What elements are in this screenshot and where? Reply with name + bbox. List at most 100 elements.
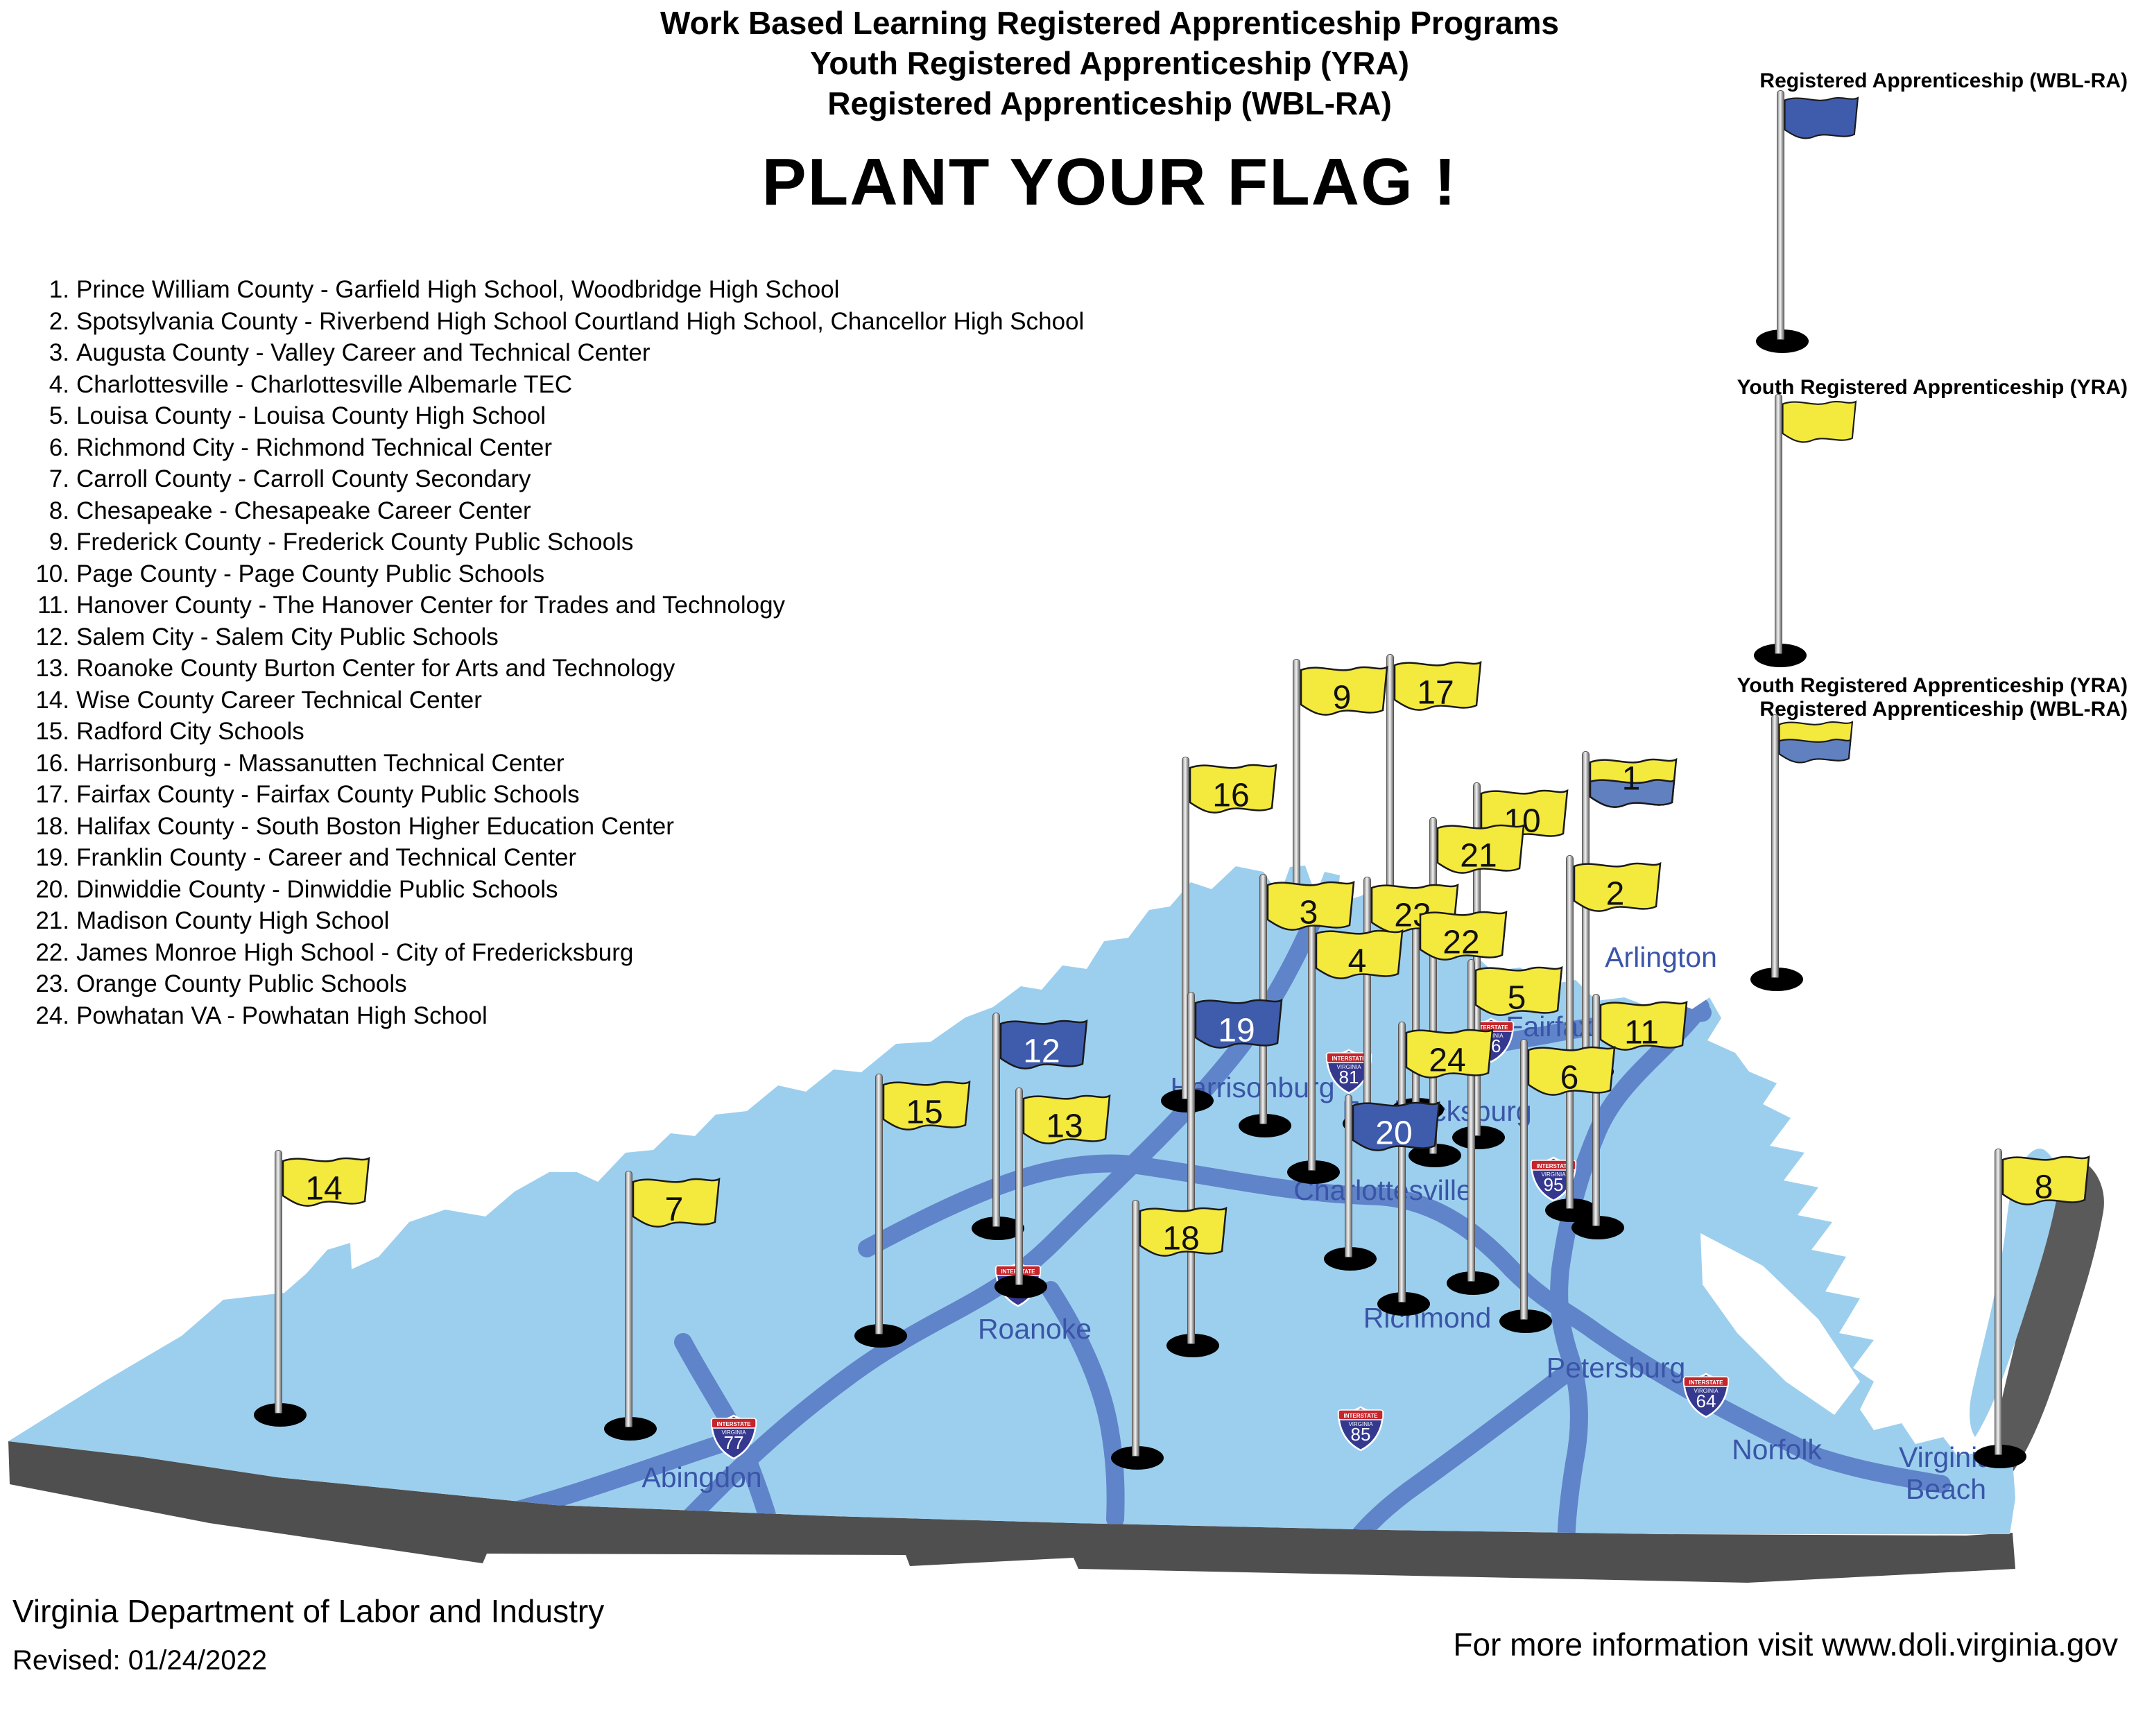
shield-red-band: [711, 1418, 757, 1429]
location-list-item: 9. Frederick County - Frederick County Pu…: [28, 528, 1068, 560]
flag-number: 4: [1348, 943, 1367, 980]
flag-pole: [275, 1150, 282, 1413]
footer-organization: Virginia Department of Labor and Industr…: [12, 1593, 605, 1629]
location-number: 10.: [35, 560, 69, 587]
title-line-1: Work Based Learning Registered Apprentic…: [660, 5, 1559, 41]
location-list: 1. Prince William County - Garfield High …: [28, 276, 1084, 1033]
flag-pole: [1187, 992, 1195, 1344]
flag-banner: [1784, 96, 1859, 139]
location-list-item: 19. Franklin County - Career and Technica…: [28, 844, 1068, 876]
flag-number: 22: [1442, 925, 1479, 961]
shield-interstate-label: INTERSTATE: [716, 1421, 751, 1427]
flag-shape: [1022, 1094, 1111, 1144]
flag-number: 7: [665, 1192, 684, 1228]
interstate-shield-icon: INTERSTATE VIRGINIA 64: [1682, 1373, 1730, 1418]
location-number: 9.: [49, 528, 69, 556]
location-text: Frederick County - Frederick County Publ…: [76, 528, 634, 556]
legend-label: Registered Apprenticeship (WBL-RA): [1759, 69, 2128, 92]
location-text: Hanover County - The Hanover Center for …: [76, 592, 786, 619]
location-list-item: 22. James Monroe High School - City of Fr…: [28, 939, 1068, 971]
location-list-item: 17. Fairfax County - Fairfax County Publi…: [28, 781, 1068, 813]
flag-pole: [1398, 1022, 1406, 1303]
location-text: Augusta County - Valley Career and Techn…: [76, 339, 651, 366]
flag-banner: 20: [1352, 1101, 1440, 1152]
location-list-item: 14. Wise County Career Technical Center: [28, 687, 1068, 719]
flag-number: 3: [1300, 895, 1318, 931]
location-list-item: 3. Augusta County - Valley Career and Tec…: [28, 339, 1068, 371]
location-text: Louisa County - Louisa County High Schoo…: [76, 402, 546, 429]
location-text: Salem City - Salem City Public Schools: [76, 623, 499, 651]
location-text: Madison County High School: [76, 907, 390, 934]
location-list-item: 12. Salem City - Salem City Public School…: [28, 624, 1068, 655]
flag-banner: 11: [1599, 1000, 1688, 1051]
flag-banner: 22: [1419, 910, 1508, 961]
flag-shape: [1573, 861, 1662, 912]
road-i64: [858, 1154, 1951, 1493]
flag-banner: 6: [1527, 1045, 1616, 1097]
city-label-arlington: Arlington: [1605, 941, 1717, 973]
flag-pole: [1520, 1039, 1528, 1320]
road-i95: [1550, 998, 1709, 1534]
location-text: Roanoke County Burton Center for Arts an…: [76, 655, 675, 682]
flag-number: 13: [1046, 1108, 1083, 1145]
location-number: 24.: [35, 1002, 69, 1029]
location-number: 8.: [49, 497, 69, 524]
flag-banner: 21: [1436, 823, 1525, 875]
flag-shape: [1352, 1101, 1440, 1151]
location-text: Orange County Public Schools: [76, 970, 407, 997]
flag-pole: [1259, 874, 1267, 1124]
shield-route-number: 85: [1351, 1424, 1371, 1445]
flag-pole: [625, 1171, 632, 1427]
flag-shape: [1393, 660, 1482, 711]
shield-interstate-label: INTERSTATE: [1332, 1056, 1366, 1062]
location-text: Spotsylvania County - Riverbend High Sch…: [76, 307, 1085, 335]
flag-shape: [1474, 965, 1563, 1016]
location-text: Page County - Page County Public Schools: [76, 560, 545, 587]
flag-banner: 1: [1589, 757, 1678, 808]
flag-banner: 19: [1194, 998, 1283, 1049]
flag-pole: [1345, 1094, 1352, 1257]
city-label-abingdon: Abingdon: [641, 1461, 762, 1493]
location-number: 21.: [35, 907, 69, 934]
location-number: 22.: [35, 938, 69, 966]
flag-pole: [1132, 1200, 1139, 1456]
headline-plant-your-flag: PLANT YOUR FLAG !: [761, 145, 1458, 219]
interstate-shield-icon: INTERSTATE VIRGINIA 85: [1337, 1406, 1384, 1452]
flag-number: 2: [1606, 876, 1625, 913]
city-label-fairfax: Fairfax: [1506, 1011, 1593, 1042]
flag-number: 19: [1218, 1013, 1255, 1049]
flag-banner: [1782, 400, 1857, 443]
flag-banner: 24: [1405, 1028, 1494, 1079]
flag-number: 24: [1429, 1042, 1465, 1079]
road-roanoke-spur: [1042, 1281, 1125, 1528]
shield-state-label: VIRGINIA: [1336, 1064, 1361, 1070]
shield-route-number: 77: [724, 1432, 744, 1453]
shield-red-band: [1326, 1052, 1372, 1063]
city-label-petersburg: Petersburg: [1546, 1352, 1686, 1384]
shield-state-label: VIRGINIA: [1694, 1388, 1719, 1394]
location-number: 3.: [49, 339, 69, 366]
flag-shape: [1315, 929, 1404, 979]
shield-route-number: 95: [1544, 1174, 1564, 1195]
flag-number: 9: [1333, 680, 1352, 716]
location-list-item: 13. Roanoke County Burton Center for Arts…: [28, 655, 1068, 687]
eastern-shore-shadow: [1997, 1160, 2104, 1475]
flag-banner: 14: [282, 1156, 370, 1208]
title-line-2: Youth Registered Apprenticeship (YRA): [810, 45, 1409, 81]
location-list-item: 20. Dinwiddie County - Dinwiddie Public S…: [28, 876, 1068, 908]
flag-shape: [1405, 1028, 1494, 1078]
location-text: Powhatan VA - Powhatan High School: [76, 1002, 488, 1029]
flag-pole: [1429, 817, 1437, 1154]
flag-number: 21: [1460, 838, 1497, 875]
flag-pole: [1771, 714, 1779, 978]
flag-shape: [632, 1177, 721, 1228]
location-text: Charlottesville - Charlottesville Albema…: [76, 370, 573, 398]
location-number: 2.: [49, 307, 69, 335]
flag-banner: 18: [1139, 1206, 1228, 1257]
flag-shape: [1194, 998, 1283, 1049]
location-text: Wise County Career Technical Center: [76, 686, 482, 714]
shield-red-band: [1531, 1160, 1576, 1171]
location-number: 1.: [49, 276, 69, 303]
flag-number: 17: [1417, 675, 1454, 712]
